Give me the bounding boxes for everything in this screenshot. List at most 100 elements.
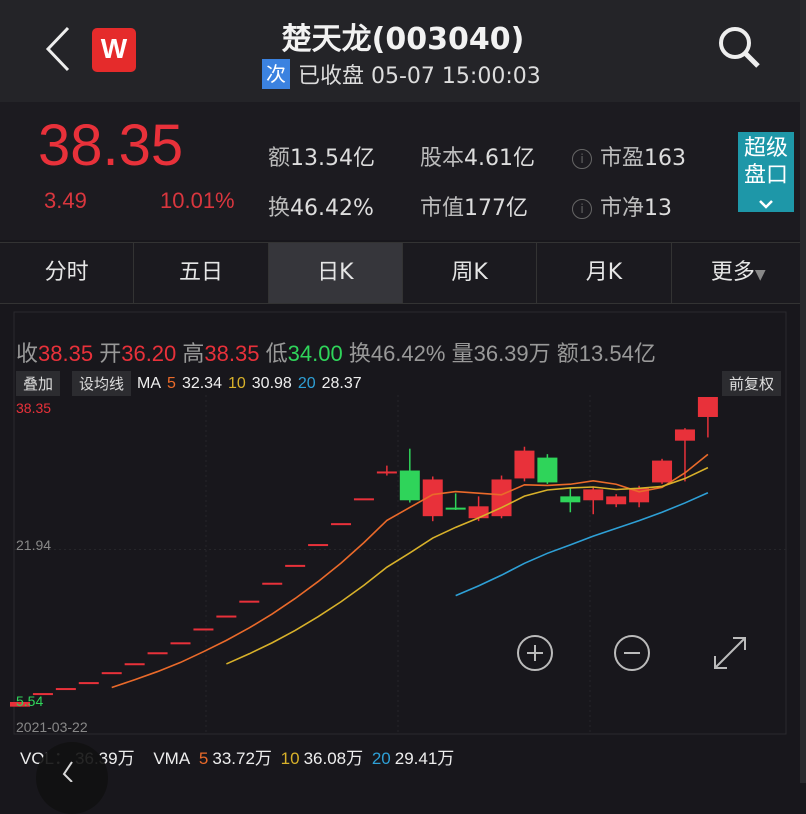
tab-label: 月K xyxy=(585,260,623,285)
x-start-date: 2021-03-22 xyxy=(16,719,88,735)
vma10-key: 10 xyxy=(280,749,300,768)
tab-4[interactable]: 月K xyxy=(537,243,672,303)
close-value: 38.35 xyxy=(38,341,94,366)
candle-body xyxy=(422,479,443,517)
info-icon[interactable]: i xyxy=(572,149,592,169)
candle-body xyxy=(353,498,374,501)
set-ma-button[interactable]: 设均线 xyxy=(72,371,132,396)
high-label: 高 xyxy=(182,341,205,366)
last-price: 38.35 xyxy=(38,113,184,178)
stat-item: 股本4.61亿 xyxy=(420,140,535,172)
ma20-line xyxy=(455,492,709,597)
candle-body xyxy=(468,506,489,519)
y-tick-mid: 21.94 xyxy=(16,537,52,553)
high-value: 38.35 xyxy=(204,341,260,366)
candle-body xyxy=(697,397,718,417)
price-change-pct: 10.01% xyxy=(160,188,235,213)
y-tick-max: 38.35 xyxy=(16,400,52,416)
tab-label: 更多 xyxy=(710,260,755,285)
candle-body xyxy=(285,564,306,567)
tab-0[interactable]: 分时 xyxy=(0,243,135,303)
tab-label: 分时 xyxy=(44,260,89,285)
stat-label: 市盈 xyxy=(600,146,645,171)
amount-label: 额 xyxy=(556,341,579,366)
ohlc-summary: 收38.35 开36.20 高38.35 低34.00 换46.42% 量36.… xyxy=(16,336,656,368)
candle-body xyxy=(78,682,99,685)
candle-body xyxy=(262,582,283,585)
overlay-button[interactable]: 叠加 xyxy=(16,371,61,396)
candle-body xyxy=(445,507,466,510)
chevron-down-icon xyxy=(759,200,773,209)
tab-label: 五日 xyxy=(178,260,223,285)
tab-3[interactable]: 周K xyxy=(403,243,538,303)
expand-icon[interactable] xyxy=(711,634,749,672)
low-value: 34.00 xyxy=(287,341,343,366)
stat-label: 市值 xyxy=(420,196,465,221)
zoom-in-icon[interactable] xyxy=(516,634,554,672)
candle-body xyxy=(10,702,30,707)
candle-body xyxy=(674,429,695,441)
stat-item[interactable]: i 市盈163 xyxy=(572,140,686,172)
top-bar: W 楚天龙(003040) 次 已收盘 05-07 15:00:03 xyxy=(0,0,806,102)
ma5-value: 32.34 xyxy=(181,374,222,392)
ma5-line xyxy=(111,453,709,689)
vma20-value: 29.41万 xyxy=(394,749,455,768)
candle-body xyxy=(514,450,535,479)
vma20-key: 20 xyxy=(371,749,391,768)
stat-label: 股本 xyxy=(420,146,465,171)
app-logo[interactable]: W xyxy=(92,28,136,72)
super-button-label: 超级盘口 xyxy=(743,136,788,188)
search-icon[interactable] xyxy=(716,24,762,70)
vma10-value: 36.08万 xyxy=(303,749,364,768)
stat-value: 13.54亿 xyxy=(290,146,375,171)
stat-item[interactable]: i 市净13 xyxy=(572,190,672,222)
close-label: 收 xyxy=(16,341,39,366)
candle-body xyxy=(124,663,145,666)
stat-value: 177亿 xyxy=(464,196,529,221)
super-orderbook-button[interactable]: 超级盘口 xyxy=(738,132,794,212)
tab-5[interactable]: 更多▼ xyxy=(672,243,806,303)
tab-2[interactable]: 日K xyxy=(268,243,403,303)
status-text: 已收盘 05-07 15:00:03 xyxy=(298,64,541,89)
vma5-key: 5 xyxy=(198,749,209,768)
candle-body xyxy=(101,672,122,675)
vma5-value: 33.72万 xyxy=(212,749,272,768)
chart-frame xyxy=(13,311,787,735)
quote-panel xyxy=(0,102,806,240)
candle-body xyxy=(216,615,237,618)
stat-label: 市净 xyxy=(600,196,645,221)
period-tabs: 分时 五日 日K 周K 月K 更多▼ xyxy=(0,242,806,304)
stat-item: 换46.42% xyxy=(268,190,374,222)
turnover-value: 46.42% xyxy=(370,341,446,366)
stat-label: 额 xyxy=(268,146,291,171)
candlestick-chart[interactable] xyxy=(0,0,806,740)
candle-body xyxy=(308,544,329,547)
candle-body xyxy=(55,688,76,691)
tab-label: 日K xyxy=(317,260,354,285)
zoom-out-icon[interactable] xyxy=(613,634,651,672)
ma20-key: 20 xyxy=(297,374,316,392)
vma-label: VMA xyxy=(153,749,191,768)
floating-back-button[interactable] xyxy=(36,742,108,814)
info-icon[interactable]: i xyxy=(572,199,592,219)
back-icon[interactable] xyxy=(40,24,76,74)
candle-body xyxy=(399,470,420,501)
ma10-line xyxy=(226,466,709,665)
candle-body xyxy=(491,479,512,517)
open-label: 开 xyxy=(99,341,122,366)
ma-label: MA xyxy=(137,374,162,392)
ma20-value: 28.37 xyxy=(321,374,362,392)
candle-body xyxy=(193,628,214,631)
volume-value: 36.39万 xyxy=(473,341,551,366)
ma5-key: 5 xyxy=(167,374,176,392)
page-title: 楚天龙(003040) xyxy=(281,22,525,57)
candle-body xyxy=(560,496,581,503)
candle-body xyxy=(32,693,53,696)
tab-1[interactable]: 五日 xyxy=(134,243,269,303)
sub-badge: 次 xyxy=(262,59,290,89)
stat-value: 46.42% xyxy=(290,196,374,221)
scroll-edge xyxy=(800,0,806,783)
candle-body xyxy=(583,489,604,501)
open-value: 36.20 xyxy=(121,341,177,366)
adjust-button[interactable]: 前复权 xyxy=(722,371,782,396)
